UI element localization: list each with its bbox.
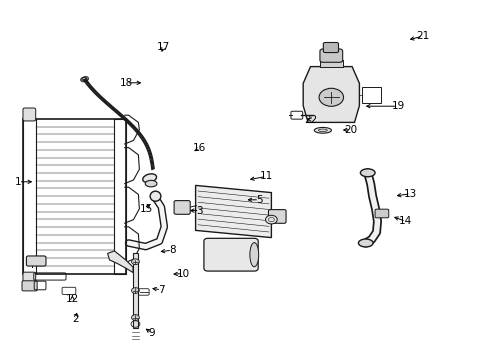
FancyBboxPatch shape [23,108,36,121]
Ellipse shape [358,239,372,247]
Text: 15: 15 [140,204,153,214]
Bar [361,87,381,103]
Bar [23,119,126,274]
Text: 22: 22 [304,114,317,125]
Circle shape [265,215,277,224]
FancyBboxPatch shape [174,201,190,214]
Text: 19: 19 [391,101,405,111]
Text: 21: 21 [415,31,429,41]
Ellipse shape [314,127,331,133]
FancyBboxPatch shape [203,238,258,271]
Bar [133,253,138,328]
Circle shape [318,88,343,106]
Text: 12: 12 [65,294,79,304]
Text: 13: 13 [403,189,417,199]
Ellipse shape [145,180,157,187]
Ellipse shape [249,243,258,267]
Ellipse shape [142,174,156,183]
Text: 16: 16 [192,143,206,153]
FancyBboxPatch shape [23,272,36,284]
Circle shape [131,259,139,265]
Text: 4: 4 [27,260,34,270]
Circle shape [131,288,139,293]
Text: 7: 7 [158,285,164,295]
Polygon shape [195,185,271,238]
Text: 17: 17 [157,42,170,52]
FancyBboxPatch shape [374,209,388,218]
Polygon shape [107,251,133,273]
Ellipse shape [150,191,161,201]
Text: 14: 14 [398,216,412,226]
Text: 3: 3 [196,206,203,216]
Text: 20: 20 [344,125,357,135]
Bar [319,60,342,67]
FancyBboxPatch shape [22,281,37,291]
Text: 9: 9 [148,328,155,338]
Ellipse shape [360,169,374,177]
Bar [23,119,36,274]
Circle shape [131,315,139,320]
Text: 2: 2 [72,314,79,324]
FancyBboxPatch shape [26,256,46,266]
Bar [114,119,126,274]
Text: 8: 8 [168,245,175,255]
Text: 11: 11 [259,171,273,181]
Text: 6: 6 [275,215,282,225]
Polygon shape [303,67,359,122]
FancyBboxPatch shape [323,42,338,53]
FancyBboxPatch shape [319,49,342,62]
Text: 18: 18 [119,78,133,88]
Text: 10: 10 [177,269,189,279]
FancyBboxPatch shape [268,210,285,223]
Text: 1: 1 [15,177,22,187]
Text: 5: 5 [255,195,262,205]
